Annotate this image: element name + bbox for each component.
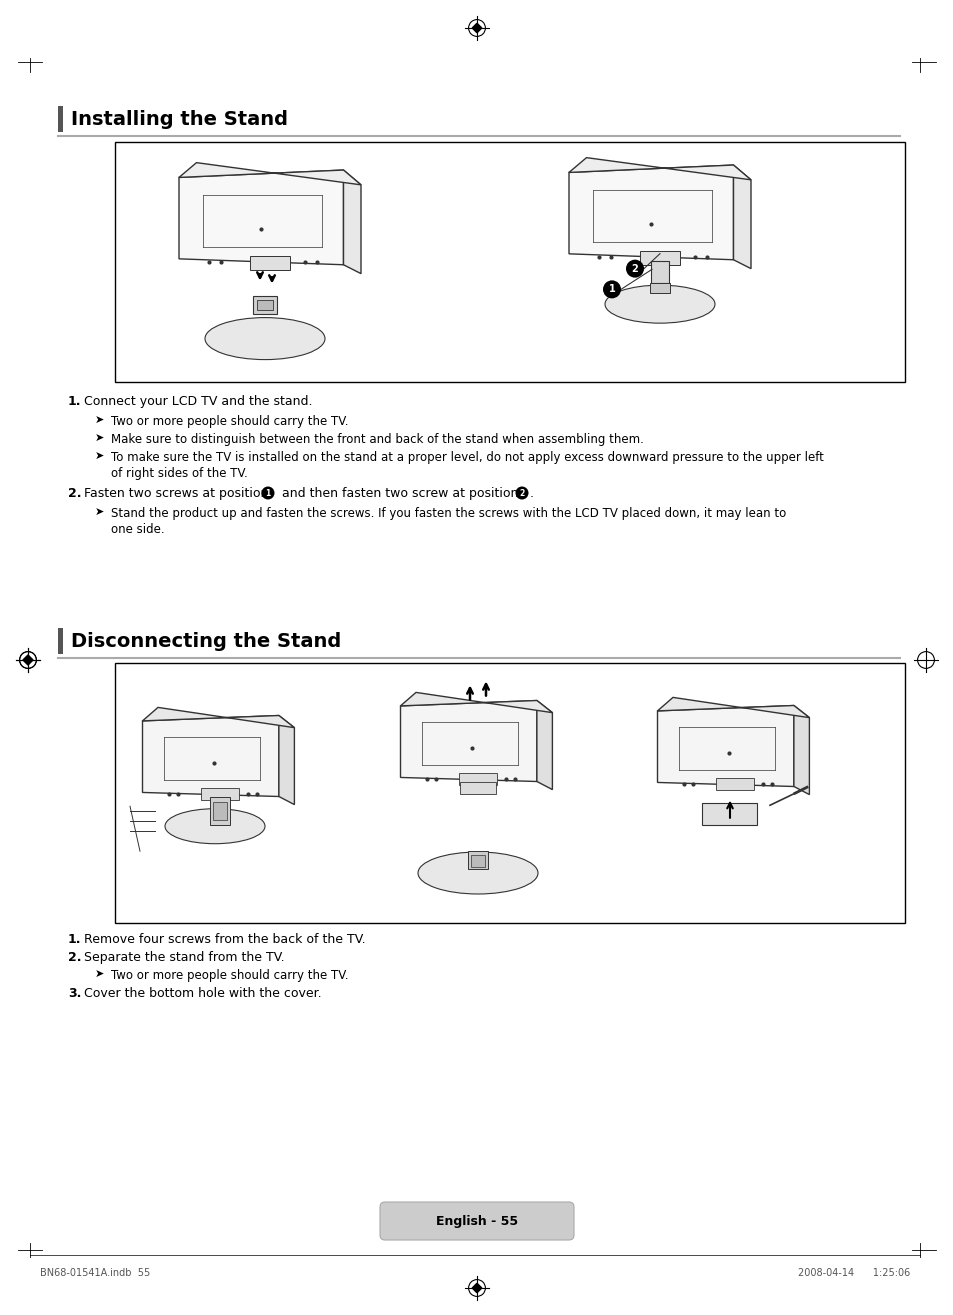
- Polygon shape: [179, 170, 343, 264]
- Text: ➤: ➤: [95, 416, 104, 425]
- Bar: [115, 663, 904, 923]
- Polygon shape: [400, 701, 537, 781]
- Bar: [649, 284, 669, 293]
- Polygon shape: [472, 1283, 481, 1293]
- Bar: [58, 629, 63, 654]
- Bar: [250, 256, 290, 270]
- Text: BN68-01541A.indb  55: BN68-01541A.indb 55: [40, 1268, 150, 1278]
- Text: 2.: 2.: [68, 951, 81, 964]
- Text: English - 55: English - 55: [436, 1215, 517, 1227]
- Bar: [213, 802, 227, 819]
- Text: ➤: ➤: [95, 433, 104, 443]
- Polygon shape: [568, 166, 733, 260]
- Circle shape: [261, 487, 274, 500]
- Text: ➤: ➤: [95, 508, 104, 517]
- Bar: [458, 773, 497, 785]
- Bar: [256, 300, 273, 309]
- Text: 2008-04-14      1:25:06: 2008-04-14 1:25:06: [797, 1268, 909, 1278]
- Polygon shape: [568, 158, 750, 180]
- Polygon shape: [657, 706, 793, 786]
- Polygon shape: [343, 170, 360, 274]
- Polygon shape: [472, 24, 481, 33]
- Text: ➤: ➤: [95, 969, 104, 978]
- Text: 2: 2: [631, 263, 638, 274]
- Ellipse shape: [417, 852, 537, 894]
- Bar: [468, 851, 488, 869]
- Text: 1: 1: [608, 284, 615, 295]
- Bar: [471, 855, 484, 867]
- Bar: [639, 251, 679, 264]
- Circle shape: [625, 259, 643, 277]
- Circle shape: [515, 487, 528, 500]
- Text: Installing the Stand: Installing the Stand: [71, 109, 288, 129]
- Text: one side.: one side.: [111, 523, 165, 537]
- Text: Fasten two screws at position: Fasten two screws at position: [84, 487, 268, 500]
- Text: of right sides of the TV.: of right sides of the TV.: [111, 467, 248, 480]
- Ellipse shape: [604, 285, 714, 323]
- Text: To make sure the TV is installed on the stand at a proper level, do not apply ex: To make sure the TV is installed on the …: [111, 451, 823, 464]
- Bar: [58, 107, 63, 132]
- Text: 1.: 1.: [68, 394, 81, 408]
- Polygon shape: [179, 163, 360, 185]
- Bar: [210, 797, 230, 825]
- Polygon shape: [278, 715, 294, 805]
- Polygon shape: [142, 707, 294, 727]
- Polygon shape: [793, 706, 808, 794]
- Bar: [253, 296, 276, 313]
- Bar: [716, 778, 753, 790]
- Polygon shape: [537, 701, 552, 789]
- Bar: [201, 789, 239, 801]
- Bar: [115, 142, 904, 381]
- Text: Two or more people should carry the TV.: Two or more people should carry the TV.: [111, 416, 348, 427]
- Bar: [701, 802, 757, 825]
- Polygon shape: [733, 166, 750, 268]
- Text: Disconnecting the Stand: Disconnecting the Stand: [71, 631, 341, 651]
- Polygon shape: [23, 655, 32, 665]
- Polygon shape: [657, 697, 808, 718]
- Text: 2.: 2.: [68, 487, 81, 500]
- Text: 1.: 1.: [68, 934, 81, 945]
- Ellipse shape: [205, 318, 325, 359]
- Polygon shape: [142, 715, 278, 797]
- Text: 3.: 3.: [68, 988, 81, 999]
- FancyBboxPatch shape: [379, 1202, 574, 1240]
- Text: 1: 1: [265, 488, 271, 497]
- Polygon shape: [400, 693, 552, 713]
- Text: Cover the bottom hole with the cover.: Cover the bottom hole with the cover.: [84, 988, 321, 999]
- Text: Remove four screws from the back of the TV.: Remove four screws from the back of the …: [84, 934, 365, 945]
- Text: Separate the stand from the TV.: Separate the stand from the TV.: [84, 951, 284, 964]
- Polygon shape: [23, 655, 32, 665]
- Text: Stand the product up and fasten the screws. If you fasten the screws with the LC: Stand the product up and fasten the scre…: [111, 508, 785, 519]
- Text: Connect your LCD TV and the stand.: Connect your LCD TV and the stand.: [84, 394, 313, 408]
- Text: Make sure to distinguish between the front and back of the stand when assembling: Make sure to distinguish between the fro…: [111, 433, 643, 446]
- Text: 2: 2: [518, 488, 524, 497]
- Ellipse shape: [165, 809, 265, 844]
- Text: .: .: [530, 487, 534, 500]
- Circle shape: [602, 280, 620, 299]
- Text: and then fasten two screw at position: and then fasten two screw at position: [277, 487, 517, 500]
- Text: ➤: ➤: [95, 451, 104, 462]
- Text: Two or more people should carry the TV.: Two or more people should carry the TV.: [111, 969, 348, 982]
- Bar: [459, 781, 496, 793]
- Bar: [650, 262, 668, 284]
